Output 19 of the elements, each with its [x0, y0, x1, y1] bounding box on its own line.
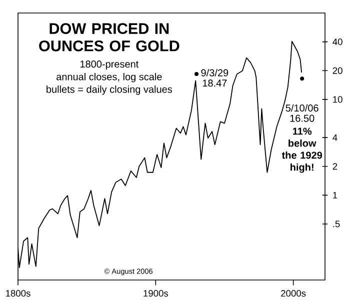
annotation: 18.47 [202, 80, 227, 87]
y-tick-label: 40 [332, 38, 342, 46]
y-tick-label: 10 [333, 96, 342, 103]
annotation: 11% below the 1929 high! [282, 128, 322, 173]
x-tick-label: 2000s [281, 290, 306, 297]
y-tick-label: 1 [333, 192, 338, 198]
text: 1800-present [80, 60, 139, 70]
annotation: 5/10/06 [286, 104, 318, 112]
y-tick-label: 20 [332, 67, 342, 74]
annotation: annual closes, log scale [56, 72, 162, 82]
x-tick-label: 1800s [6, 290, 30, 297]
x-tick-label: 1900s [144, 290, 168, 297]
annotation: 16.50 [290, 114, 314, 122]
annotation: 9/3/29 [201, 69, 228, 76]
annotation: bullets = daily closing values [46, 86, 172, 95]
text: DOW PRICED IN OUNCES OF GOLD [39, 23, 180, 52]
y-tick-label: 2 [332, 163, 338, 170]
y-tick-label: 4 [332, 134, 338, 141]
y-tick-label: .5 [333, 220, 340, 228]
